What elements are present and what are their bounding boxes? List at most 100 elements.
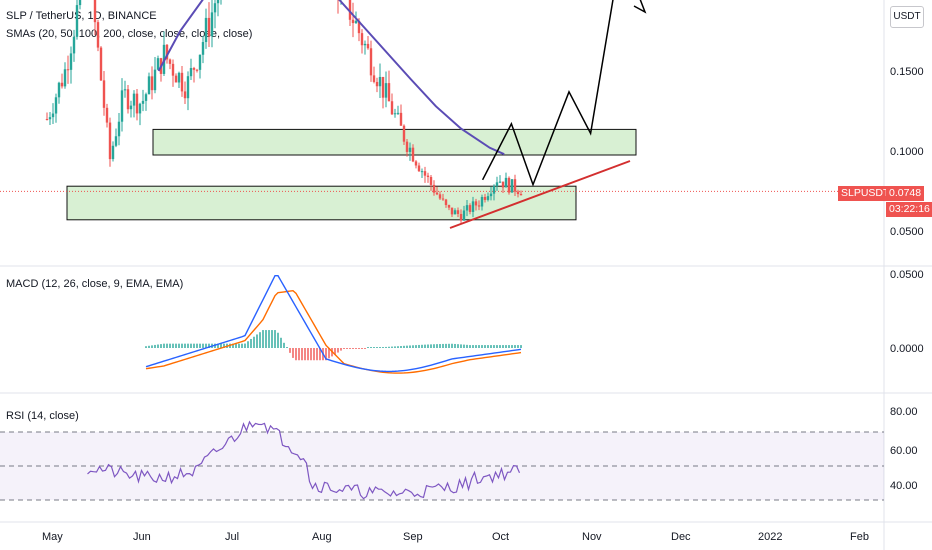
candle-body bbox=[396, 112, 400, 114]
macd-histogram-bar bbox=[439, 344, 441, 348]
candle-body bbox=[426, 175, 430, 177]
candle-body bbox=[132, 93, 136, 106]
candle-body bbox=[492, 186, 496, 194]
macd-histogram-bar bbox=[502, 345, 504, 348]
macd-histogram-bar bbox=[217, 343, 219, 348]
macd-histogram-bar bbox=[193, 343, 195, 348]
macd-histogram-bar bbox=[160, 344, 162, 348]
macd-histogram-bar bbox=[166, 343, 168, 348]
candle-body bbox=[486, 196, 490, 200]
candle-body bbox=[144, 94, 148, 101]
macd-histogram-bar bbox=[520, 345, 522, 348]
macd-histogram-bar bbox=[406, 345, 408, 348]
candle-body bbox=[72, 36, 76, 54]
macd-histogram-bar bbox=[244, 343, 246, 348]
macd-histogram-bar bbox=[418, 344, 420, 348]
macd-histogram-bar bbox=[181, 343, 183, 348]
candle-body bbox=[453, 210, 457, 215]
macd-histogram-bar bbox=[310, 348, 312, 361]
candle-body bbox=[381, 76, 385, 98]
candle-body bbox=[438, 194, 442, 199]
macd-histogram-bar bbox=[295, 348, 297, 361]
candle-body bbox=[153, 69, 157, 91]
rsi-tick: 40.00 bbox=[890, 480, 918, 492]
macd-histogram-bar bbox=[157, 344, 159, 348]
rsi-tick: 60.00 bbox=[890, 445, 918, 457]
macd-histogram-bar bbox=[427, 344, 429, 348]
candle-body bbox=[402, 125, 406, 142]
macd-histogram-bar bbox=[346, 348, 348, 349]
macd-histogram-bar bbox=[220, 343, 222, 348]
macd-histogram-bar bbox=[397, 346, 399, 348]
candle-body bbox=[69, 53, 73, 70]
macd-histogram-bar bbox=[304, 348, 306, 361]
candle-body bbox=[483, 196, 487, 200]
candle-body bbox=[45, 119, 49, 120]
macd-histogram-bar bbox=[436, 344, 438, 348]
candle-body bbox=[54, 97, 58, 114]
currency-button[interactable]: USDT bbox=[890, 6, 924, 28]
candle-body bbox=[63, 69, 67, 87]
macd-histogram-bar bbox=[445, 343, 447, 348]
candle-body bbox=[117, 121, 121, 137]
macd-signal-line bbox=[145, 289, 522, 374]
symbol-title: SLP / TetherUS, 1D, BINANCE bbox=[6, 10, 157, 22]
macd-histogram-bar bbox=[163, 343, 165, 348]
macd-histogram-bar bbox=[409, 345, 411, 348]
candle-body bbox=[411, 147, 415, 162]
macd-histogram-bar bbox=[313, 348, 315, 361]
macd-histogram-bar bbox=[301, 348, 303, 361]
candle-body bbox=[150, 76, 154, 91]
macd-tick: 0.0000 bbox=[890, 343, 924, 355]
macd-histogram-bar bbox=[472, 345, 474, 348]
candle-body bbox=[120, 90, 124, 122]
sma-line bbox=[157, 0, 505, 156]
macd-histogram-bar bbox=[391, 346, 393, 348]
macd-histogram-bar bbox=[151, 345, 153, 348]
countdown-tag: 03:22:16 bbox=[886, 202, 932, 217]
candle-body bbox=[357, 20, 361, 34]
candle-body bbox=[375, 81, 379, 87]
macd-histogram-bar bbox=[319, 348, 321, 361]
macd-histogram-bar bbox=[370, 347, 372, 348]
candle-body bbox=[105, 107, 109, 123]
candle-body bbox=[111, 145, 115, 160]
sma-legend: SMAs (20, 50, 100, 200, close, close, cl… bbox=[6, 28, 253, 40]
candle-body bbox=[480, 196, 484, 207]
candle-body bbox=[138, 103, 142, 114]
macd-histogram-bar bbox=[298, 348, 300, 361]
candle-body bbox=[48, 117, 52, 120]
candle-body bbox=[435, 192, 439, 195]
candle-body bbox=[474, 201, 478, 206]
macd-histogram-bar bbox=[385, 346, 387, 348]
candle-body bbox=[417, 165, 421, 172]
candle-body bbox=[498, 181, 502, 183]
macd-histogram-bar bbox=[463, 344, 465, 348]
candle-body bbox=[504, 177, 508, 188]
candle-body bbox=[207, 17, 211, 37]
last-price-tag: 0.0748 bbox=[886, 186, 925, 201]
candle-body bbox=[129, 105, 133, 110]
macd-histogram-bar bbox=[460, 344, 462, 348]
macd-histogram-bar bbox=[358, 348, 360, 349]
projection-arrowhead bbox=[633, 0, 647, 14]
projection-path bbox=[481, 0, 614, 187]
candle-body bbox=[126, 89, 130, 110]
candle-body bbox=[489, 193, 493, 197]
macd-histogram-bar bbox=[292, 348, 294, 358]
macd-histogram-bar bbox=[364, 348, 366, 349]
macd-histogram-bar bbox=[199, 343, 201, 348]
candle-body bbox=[123, 89, 127, 91]
candle-body bbox=[465, 205, 469, 211]
candle-body bbox=[462, 210, 466, 221]
macd-histogram-bar bbox=[514, 345, 516, 348]
macd-histogram-bar bbox=[154, 344, 156, 348]
macd-histogram-bar bbox=[469, 345, 471, 348]
candle-body bbox=[195, 69, 199, 71]
candle-body bbox=[360, 33, 364, 46]
candle-body bbox=[210, 12, 214, 37]
rsi-line bbox=[87, 420, 521, 500]
macd-histogram-bar bbox=[340, 348, 342, 351]
time-tick: 2022 bbox=[758, 531, 782, 543]
